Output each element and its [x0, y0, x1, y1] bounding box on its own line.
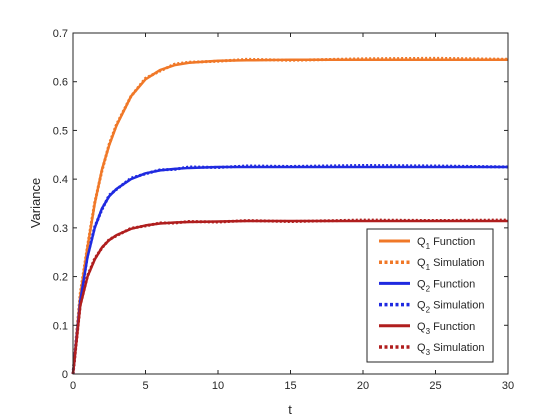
y-tick-label: 0.2: [53, 272, 68, 284]
y-tick-label: 0.6: [53, 77, 68, 89]
y-axis-label: Variance: [28, 178, 43, 228]
y-tick-label: 0.4: [53, 174, 68, 186]
legend-box: [366, 228, 494, 363]
legend-entry-1: Q1 Function: [417, 236, 475, 251]
series-line-1: [71, 58, 508, 375]
series-layer: [71, 56, 509, 375]
legend-entry-3: Q2 Function: [417, 278, 475, 293]
legend-entry-5: Q3 Function: [417, 321, 475, 336]
x-tick-label: 25: [429, 380, 441, 392]
legend-entry-6: Q3 Simulation: [417, 342, 484, 357]
x-tick-label: 5: [142, 380, 148, 392]
legend-entry-2: Q1 Simulation: [417, 257, 484, 272]
x-axis-label: t: [288, 402, 292, 417]
x-tick-label: 30: [502, 380, 514, 392]
legend: Q1 Function Q1 Simulation Q2 Function Q2 Si…: [366, 228, 494, 363]
y-tick-label: 0.7: [53, 28, 68, 40]
y-tick-label: 0: [62, 369, 68, 381]
y-tick-label: 0.1: [53, 320, 68, 332]
series-line-3: [71, 165, 508, 375]
legend-entry-4: Q2 Simulation: [417, 300, 484, 315]
ticks-layer: 0 5 10 15 20 25 30 0 0.1 0.2 0.3 0.4 0.5 0.6 0.7: [53, 28, 514, 392]
series-line-5: [71, 219, 508, 375]
y-tick-label: 0.3: [53, 223, 68, 235]
x-tick-label: 10: [212, 380, 224, 392]
x-tick-label: 15: [284, 380, 296, 392]
x-tick-label: 20: [357, 380, 369, 392]
y-tick-label: 0.5: [53, 125, 68, 137]
x-tick-label: 0: [70, 380, 76, 392]
